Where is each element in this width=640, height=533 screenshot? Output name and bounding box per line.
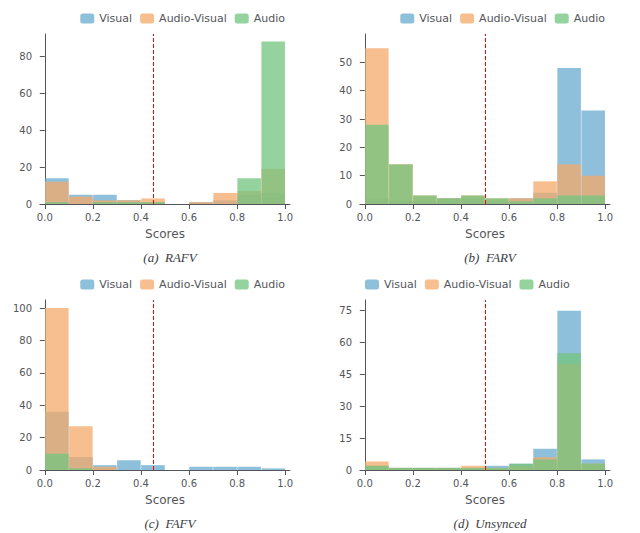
svg-text:0.2: 0.2 — [405, 212, 421, 223]
svg-text:0.6: 0.6 — [181, 478, 197, 489]
svg-text:20: 20 — [19, 432, 32, 443]
svg-text:45: 45 — [339, 369, 352, 380]
svg-text:1.0: 1.0 — [277, 212, 293, 223]
svg-text:Audio: Audio — [254, 12, 286, 25]
svg-text:0: 0 — [346, 465, 352, 476]
svg-text:(d) Unsynced: (d) Unsynced — [454, 516, 527, 531]
svg-text:0.4: 0.4 — [453, 212, 469, 223]
svg-text:1.0: 1.0 — [597, 478, 613, 489]
svg-text:30: 30 — [339, 114, 352, 125]
svg-text:1.0: 1.0 — [597, 212, 613, 223]
svg-text:0.2: 0.2 — [85, 212, 101, 223]
svg-text:0.8: 0.8 — [549, 478, 565, 489]
svg-text:Audio-Visual: Audio-Visual — [159, 12, 227, 25]
svg-text:0.6: 0.6 — [501, 478, 517, 489]
svg-text:0.0: 0.0 — [357, 478, 373, 489]
svg-text:Audio: Audio — [538, 278, 570, 291]
svg-text:0.2: 0.2 — [405, 478, 421, 489]
svg-text:50: 50 — [339, 57, 352, 68]
svg-text:20: 20 — [339, 142, 352, 153]
svg-text:40: 40 — [19, 400, 32, 411]
svg-text:80: 80 — [19, 335, 32, 346]
svg-text:15: 15 — [339, 433, 352, 444]
svg-text:10: 10 — [339, 170, 352, 181]
svg-text:Visual: Visual — [384, 278, 417, 291]
svg-text:0.6: 0.6 — [181, 212, 197, 223]
svg-text:Scores: Scores — [145, 493, 185, 507]
svg-text:Scores: Scores — [465, 227, 505, 241]
svg-text:0.0: 0.0 — [37, 212, 53, 223]
svg-text:Audio: Audio — [254, 278, 286, 291]
svg-text:0.4: 0.4 — [133, 478, 149, 489]
svg-text:Scores: Scores — [145, 227, 185, 241]
svg-text:60: 60 — [339, 337, 352, 348]
svg-text:0.8: 0.8 — [229, 212, 245, 223]
svg-text:1.0: 1.0 — [277, 478, 293, 489]
svg-text:Audio-Visual: Audio-Visual — [479, 12, 547, 25]
svg-text:0: 0 — [346, 199, 352, 210]
svg-text:Visual: Visual — [99, 12, 132, 25]
svg-text:(a) RAFV: (a) RAFV — [143, 250, 198, 265]
svg-text:Audio-Visual: Audio-Visual — [159, 278, 227, 291]
svg-text:0: 0 — [26, 199, 32, 210]
svg-text:80: 80 — [19, 51, 32, 62]
svg-text:0.8: 0.8 — [229, 478, 245, 489]
svg-text:0.0: 0.0 — [357, 212, 373, 223]
svg-text:0.2: 0.2 — [85, 478, 101, 489]
svg-text:Audio-Visual: Audio-Visual — [444, 278, 512, 291]
svg-text:0.4: 0.4 — [133, 212, 149, 223]
svg-text:100: 100 — [13, 303, 32, 314]
svg-text:Scores: Scores — [465, 493, 505, 507]
svg-text:20: 20 — [19, 162, 32, 173]
svg-text:40: 40 — [19, 125, 32, 136]
svg-text:Visual: Visual — [99, 278, 132, 291]
svg-text:0: 0 — [26, 465, 32, 476]
svg-text:0.6: 0.6 — [501, 212, 517, 223]
svg-text:Audio: Audio — [574, 12, 606, 25]
svg-text:Visual: Visual — [419, 12, 452, 25]
svg-text:0.0: 0.0 — [37, 478, 53, 489]
svg-text:(b) FARV: (b) FARV — [464, 250, 518, 265]
svg-text:0.8: 0.8 — [549, 212, 565, 223]
svg-text:0.4: 0.4 — [453, 478, 469, 489]
svg-text:60: 60 — [19, 88, 32, 99]
svg-text:30: 30 — [339, 401, 352, 412]
svg-text:60: 60 — [19, 367, 32, 378]
svg-text:40: 40 — [339, 85, 352, 96]
svg-text:(c) FAFV: (c) FAFV — [144, 516, 197, 531]
svg-text:75: 75 — [339, 305, 352, 316]
